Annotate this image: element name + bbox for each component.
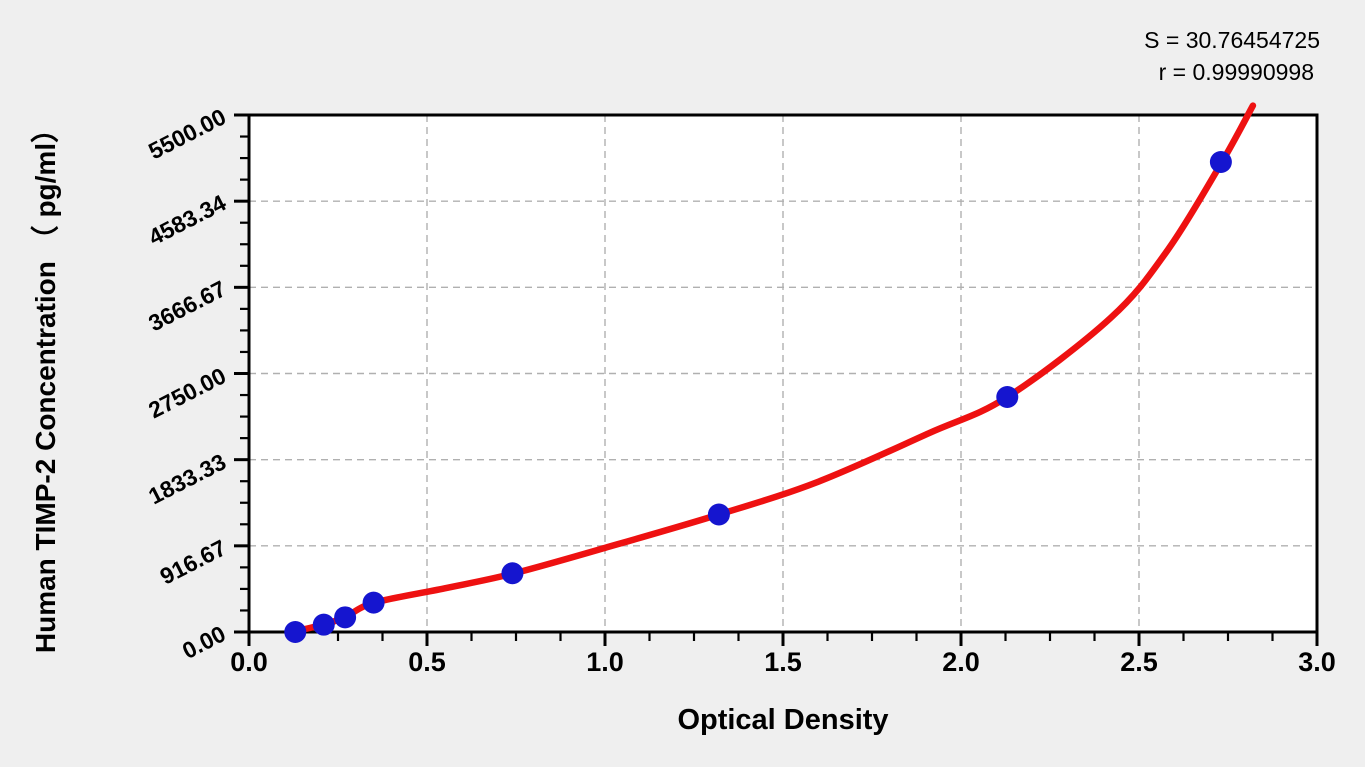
x-tick-label: 2.5 <box>1120 647 1158 677</box>
x-tick-label: 1.0 <box>586 647 624 677</box>
data-point <box>996 386 1019 408</box>
data-point <box>501 562 524 585</box>
data-point <box>334 606 357 629</box>
x-tick-label: 0.5 <box>408 647 446 677</box>
x-tick-label: 3.0 <box>1298 647 1336 677</box>
data-point <box>312 613 335 636</box>
data-point <box>1209 151 1232 173</box>
x-tick-label: 2.0 <box>942 647 980 677</box>
data-point <box>362 591 385 614</box>
plot-frame <box>247 113 1319 634</box>
x-axis-title: Optical Density <box>677 704 889 736</box>
data-point <box>707 503 730 526</box>
y-axis-title: Human TIMP-2 Concentration （ pg/ml） <box>30 114 61 654</box>
x-tick-label: 0.0 <box>230 647 268 677</box>
x-tick-label: 1.5 <box>764 647 802 677</box>
data-point <box>284 621 307 643</box>
fit-s-value: S = 30.76454725 <box>1144 27 1320 53</box>
fit-r-value: r = 0.99990998 <box>1158 59 1314 85</box>
